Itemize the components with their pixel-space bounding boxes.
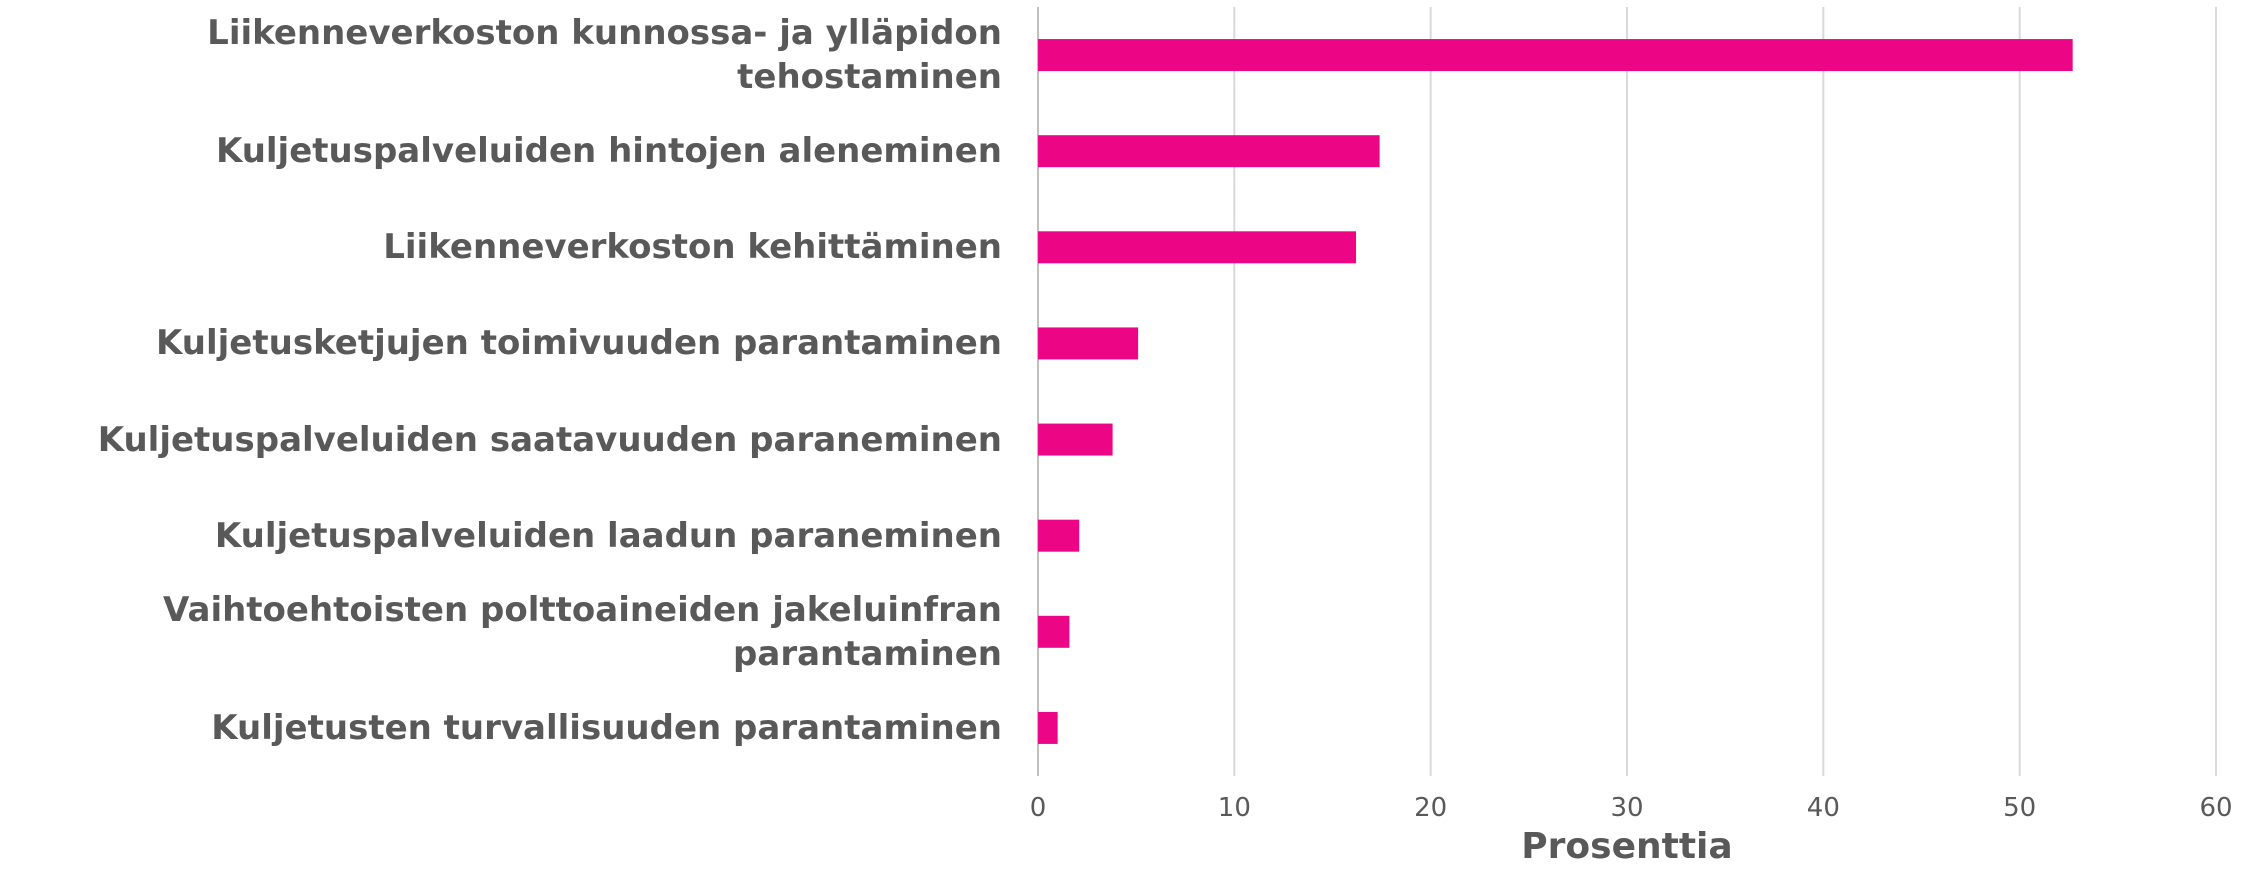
bar [1038, 519, 1080, 552]
x-tick-label: 10 [1218, 793, 1251, 823]
x-tick-label: 0 [1030, 793, 1047, 823]
x-tick-label: 40 [1807, 793, 1840, 823]
y-tick-label: Kuljetuspalveluiden hintojen aleneminen [215, 131, 1002, 172]
bar [1038, 231, 1357, 264]
x-axis-title: Prosenttia [1521, 826, 1732, 867]
category-label-box: Kuljetuspalveluiden laadun paraneminen [0, 488, 1002, 584]
y-tick-label: Kuljetusketjujen toimivuuden parantamine… [156, 323, 1002, 364]
bar [1038, 135, 1380, 168]
y-tick-label: Kuljetusten turvallisuuden parantaminen [211, 707, 1002, 748]
bar [1038, 711, 1058, 744]
y-tick-label: Vaihtoehtoisten polttoaineiden jakeluinf… [163, 589, 1002, 674]
bar [1038, 39, 2073, 72]
x-tick-label: 30 [1610, 793, 1643, 823]
bar [1038, 615, 1070, 648]
category-label-box: Vaihtoehtoisten polttoaineiden jakeluinf… [0, 584, 1002, 680]
category-label-box: Kuljetuspalveluiden saatavuuden paranemi… [0, 392, 1002, 488]
category-label-box: Kuljetusketjujen toimivuuden parantamine… [0, 295, 1002, 391]
bar [1038, 423, 1113, 456]
category-label-box: Kuljetusten turvallisuuden parantaminen [0, 680, 1002, 776]
category-label-box: Kuljetuspalveluiden hintojen aleneminen [0, 103, 1002, 199]
category-label-box: Liikenneverkoston kunnossa- ja ylläpidon… [0, 7, 1002, 103]
x-tick-label: 50 [2003, 793, 2036, 823]
x-tick-label: 20 [1414, 793, 1447, 823]
category-label-box: Liikenneverkoston kehittäminen [0, 199, 1002, 295]
y-tick-label: Kuljetuspalveluiden saatavuuden paranemi… [97, 419, 1002, 460]
y-tick-label: Liikenneverkoston kunnossa- ja ylläpidon… [207, 13, 1002, 98]
bar [1038, 327, 1139, 360]
x-tick-label: 60 [2199, 793, 2232, 823]
y-tick-label: Liikenneverkoston kehittäminen [383, 227, 1002, 268]
y-tick-label: Kuljetuspalveluiden laadun paraneminen [214, 515, 1002, 556]
